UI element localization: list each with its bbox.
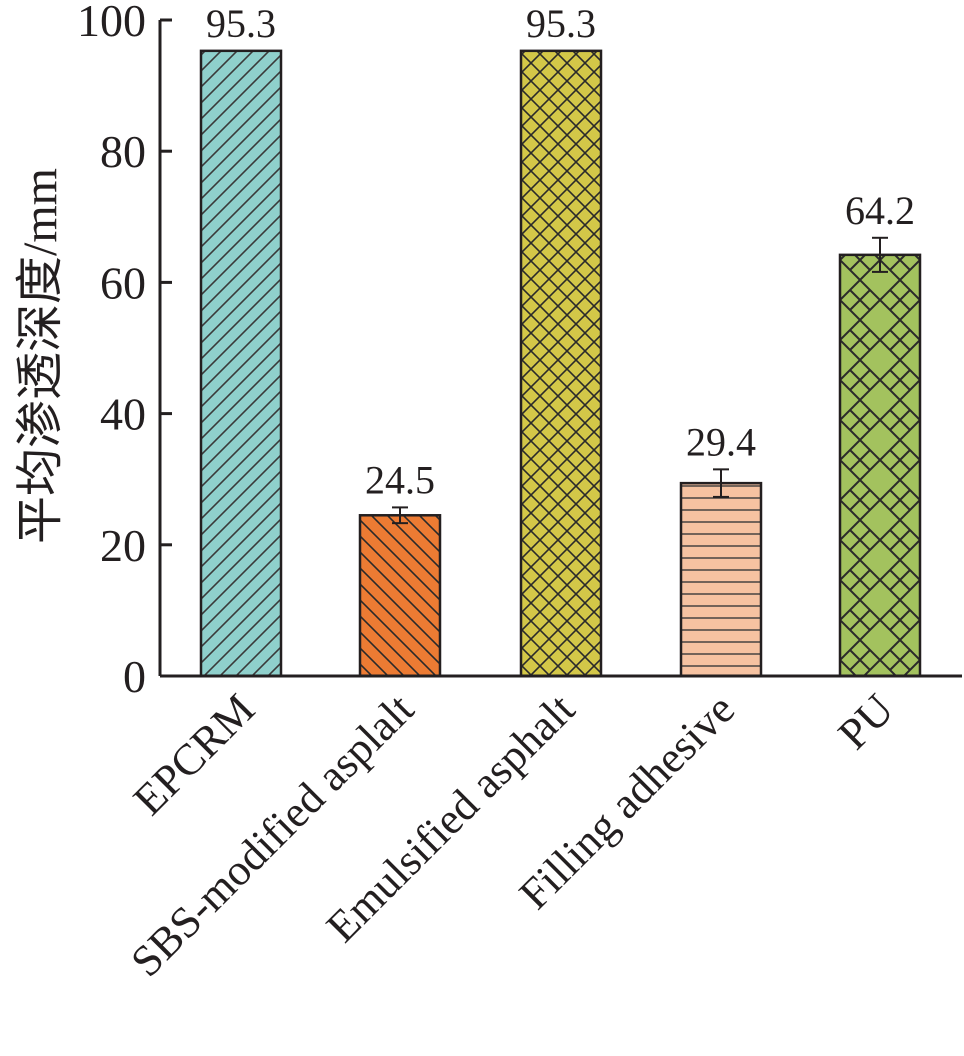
bar [519,49,603,678]
y-tick-label: 40 [100,389,146,440]
y-tick-label: 0 [123,651,146,702]
bar [358,514,442,678]
category-label: SBS-modified asplalt [121,684,423,986]
y-tick-label: 60 [100,257,146,308]
bar [838,253,922,678]
bars [199,49,922,678]
error-bars [392,236,888,525]
category-label: PU [829,684,903,758]
y-axis-label: 平均渗透深度/mm [14,168,67,544]
bar-value-label: 29.4 [686,419,756,464]
bar [199,49,283,678]
y-axis-ticks: 0 20 40 60 80 100 [77,0,172,702]
bar-value-label: 64.2 [845,188,915,233]
category-label: EPCRM [124,684,264,824]
bar-value-label: 24.5 [365,457,435,502]
bar-value-labels: 95.3 24.5 95.3 29.4 64.2 [206,1,915,503]
bar-value-label: 95.3 [526,1,596,46]
y-tick-label: 100 [77,0,146,46]
bar-value-label: 95.3 [206,1,276,46]
y-tick-label: 20 [100,520,146,571]
bar [679,481,763,678]
y-tick-label: 80 [100,126,146,177]
